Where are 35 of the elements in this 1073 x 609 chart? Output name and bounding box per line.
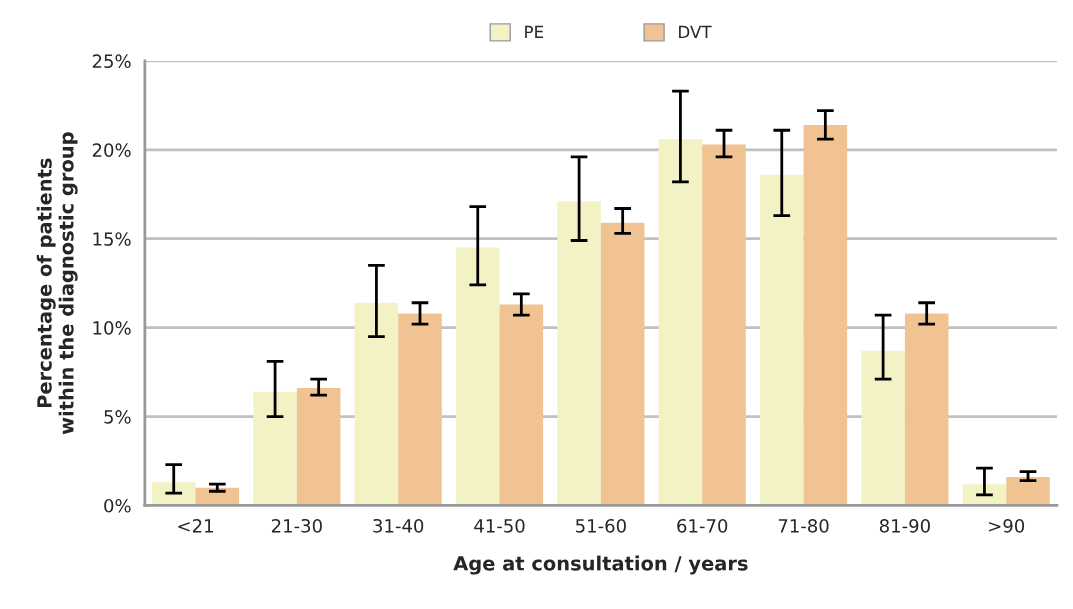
legend-label: DVT xyxy=(679,25,712,38)
bar xyxy=(702,144,746,506)
bar xyxy=(151,482,196,506)
x-tick-label: 81-90 xyxy=(879,518,930,533)
y-tick-label: 25% xyxy=(92,54,131,69)
bar xyxy=(658,139,703,506)
y-tick-label: 10% xyxy=(93,321,131,335)
x-tick-label: 71-80 xyxy=(778,518,829,533)
bar xyxy=(354,302,399,506)
legend-label: PE xyxy=(525,25,544,38)
x-tick-label: 41-50 xyxy=(474,518,525,533)
x-tick-label: 61-70 xyxy=(677,518,728,533)
bar xyxy=(557,201,601,506)
y-tick-label: 20% xyxy=(92,143,131,157)
bar xyxy=(296,388,341,506)
bar xyxy=(600,222,645,506)
y-tick-label: 5% xyxy=(104,410,131,424)
x-tick-label: <21 xyxy=(178,518,213,533)
bar xyxy=(803,124,848,506)
x-tick-label: 51-60 xyxy=(576,518,626,533)
bar xyxy=(904,313,949,506)
y-axis-title: Percentage of patients within the diagnostic group xyxy=(36,132,78,435)
bar xyxy=(455,247,500,506)
y-tick-label: 15% xyxy=(93,232,131,246)
bar xyxy=(253,391,297,506)
x-axis-title: Age at consultation / years xyxy=(453,555,748,575)
bar xyxy=(759,174,804,506)
y-tick-label: 0% xyxy=(104,498,131,513)
x-tick-label: >90 xyxy=(989,518,1025,533)
bar xyxy=(499,304,544,506)
x-tick-label: 31-40 xyxy=(373,518,424,533)
bar xyxy=(398,313,442,506)
bar xyxy=(861,350,905,506)
x-tick-label: 21-30 xyxy=(271,518,322,533)
bar xyxy=(1006,477,1050,506)
